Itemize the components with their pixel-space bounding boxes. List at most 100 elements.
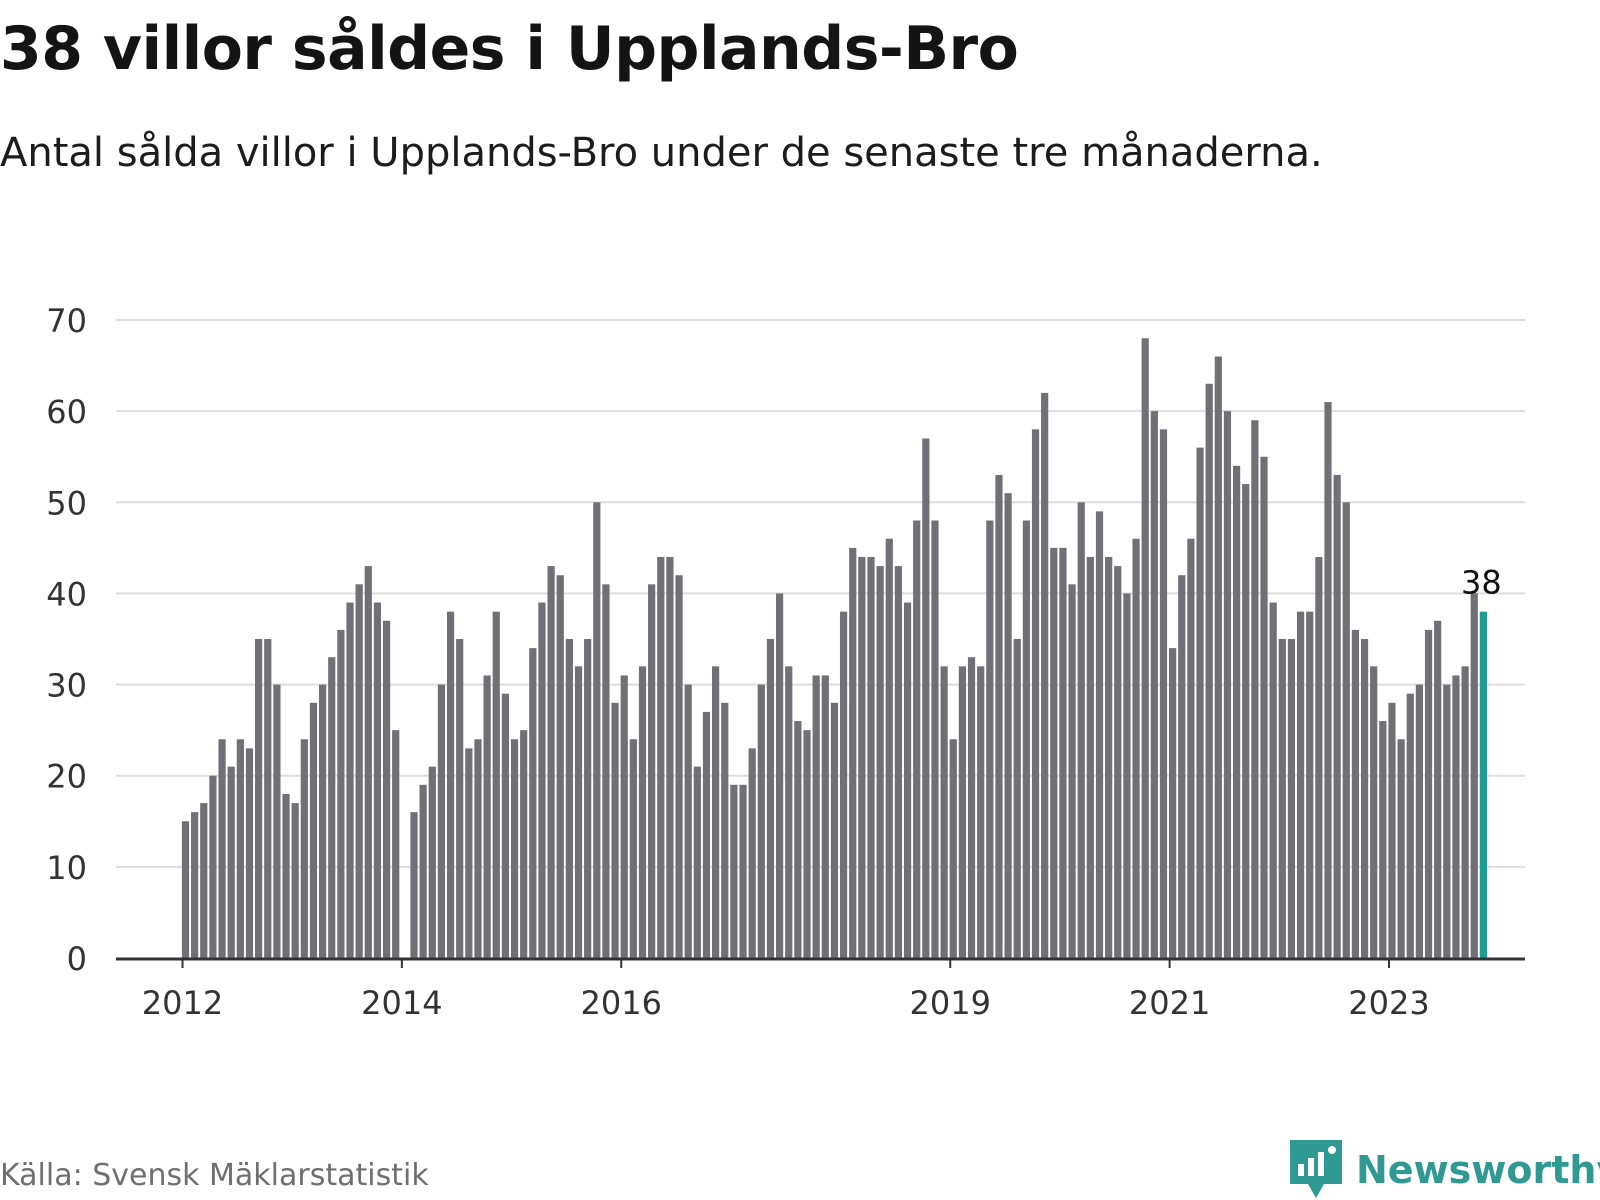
bar [1205, 383, 1213, 958]
y-tick-label: 30 [46, 667, 87, 705]
bar [785, 666, 793, 958]
brand[interactable]: Newsworthy [1290, 1140, 1600, 1200]
bar [1041, 392, 1049, 958]
bar [849, 547, 857, 958]
bar [538, 602, 546, 958]
bar [419, 784, 427, 958]
bar [382, 620, 391, 958]
bar [1370, 666, 1378, 958]
bar [446, 611, 455, 958]
bar [1461, 666, 1469, 958]
bar [702, 711, 711, 958]
bar [1223, 411, 1232, 959]
bar [1269, 602, 1277, 958]
bar [903, 602, 912, 958]
bar [1360, 639, 1369, 958]
bar [867, 556, 875, 958]
bar [657, 556, 665, 958]
bar [1196, 447, 1204, 958]
bar [200, 803, 208, 958]
x-tick-label: 2016 [581, 984, 662, 1022]
bar [510, 739, 519, 958]
bar [638, 666, 647, 958]
bar [565, 639, 573, 958]
bar [1169, 648, 1177, 958]
bar [1114, 566, 1122, 958]
bar [693, 766, 701, 958]
bar [931, 520, 939, 958]
bar [922, 438, 930, 958]
bar [602, 584, 610, 958]
bar [721, 702, 729, 958]
bar [629, 739, 637, 958]
bar [309, 702, 318, 958]
bar [1388, 702, 1396, 958]
y-tick-label: 40 [46, 575, 87, 613]
bar [282, 793, 290, 958]
bar [913, 520, 921, 958]
bar [474, 739, 482, 958]
bar [556, 575, 564, 958]
bar [584, 639, 592, 958]
bar [1077, 502, 1085, 958]
bar [748, 748, 756, 958]
bar [776, 593, 784, 958]
source-note: Källa: Svensk Mäklarstatistik [0, 1158, 429, 1193]
bar [648, 584, 656, 958]
bar [264, 639, 272, 958]
bar [593, 502, 601, 958]
bar [1342, 502, 1350, 958]
bar [958, 666, 966, 958]
bar [1278, 639, 1286, 958]
bar [410, 812, 418, 958]
bar [812, 675, 820, 958]
bar [1324, 402, 1332, 958]
bar [1141, 338, 1149, 958]
bar [1004, 493, 1012, 958]
bar [1251, 420, 1259, 958]
bar [986, 520, 994, 958]
bar [501, 693, 509, 958]
bar [191, 812, 199, 958]
bar [1452, 675, 1460, 958]
bar [794, 721, 802, 958]
chart-subtitle: Antal sålda villor i Upplands-Bro under … [0, 130, 1323, 176]
bar [346, 602, 354, 958]
bar [373, 602, 382, 958]
bar [245, 748, 254, 958]
bar [876, 566, 884, 958]
bar [1306, 611, 1314, 958]
bar [1333, 474, 1341, 958]
bar [967, 657, 976, 958]
bar [428, 766, 436, 958]
bar [1013, 639, 1021, 958]
bar [1260, 456, 1268, 958]
bar [300, 739, 308, 958]
bar [1022, 520, 1030, 958]
bar [1242, 484, 1250, 958]
bar [1379, 721, 1387, 958]
bar [547, 566, 555, 958]
bar [392, 730, 400, 958]
bar [273, 684, 281, 958]
bar [1315, 556, 1323, 958]
bar [364, 566, 372, 958]
bar [319, 684, 327, 958]
bar [1095, 511, 1104, 958]
bar [1086, 556, 1094, 958]
y-tick-label: 50 [46, 484, 87, 522]
bar [940, 666, 948, 958]
bar [1050, 547, 1058, 958]
bar [1105, 556, 1113, 958]
bar [894, 566, 903, 958]
bar [675, 575, 683, 958]
bar [492, 611, 500, 958]
bar [1031, 429, 1040, 958]
bar [995, 474, 1003, 958]
bar [1068, 584, 1076, 958]
bar [227, 766, 235, 958]
bar [1123, 593, 1131, 958]
bar [1406, 693, 1414, 958]
bar-chart: 0 10 20 30 40 50 60 70 2012 2014 2016 2019 2021 2023 3… [46, 302, 1525, 1022]
bar [620, 675, 628, 958]
